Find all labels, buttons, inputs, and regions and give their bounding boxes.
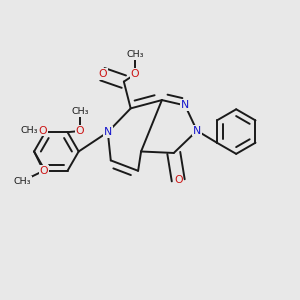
Text: N: N	[104, 127, 112, 137]
Text: O: O	[98, 69, 107, 79]
Text: N: N	[181, 100, 189, 110]
Text: CH₃: CH₃	[21, 126, 38, 135]
Text: CH₃: CH₃	[71, 107, 89, 116]
Text: O: O	[76, 126, 85, 136]
Text: CH₃: CH₃	[14, 177, 31, 186]
Text: O: O	[39, 126, 47, 136]
Text: O: O	[131, 69, 140, 79]
Text: CH₃: CH₃	[126, 50, 144, 59]
Text: O: O	[174, 175, 182, 185]
Text: N: N	[193, 126, 201, 136]
Text: O: O	[39, 166, 48, 176]
